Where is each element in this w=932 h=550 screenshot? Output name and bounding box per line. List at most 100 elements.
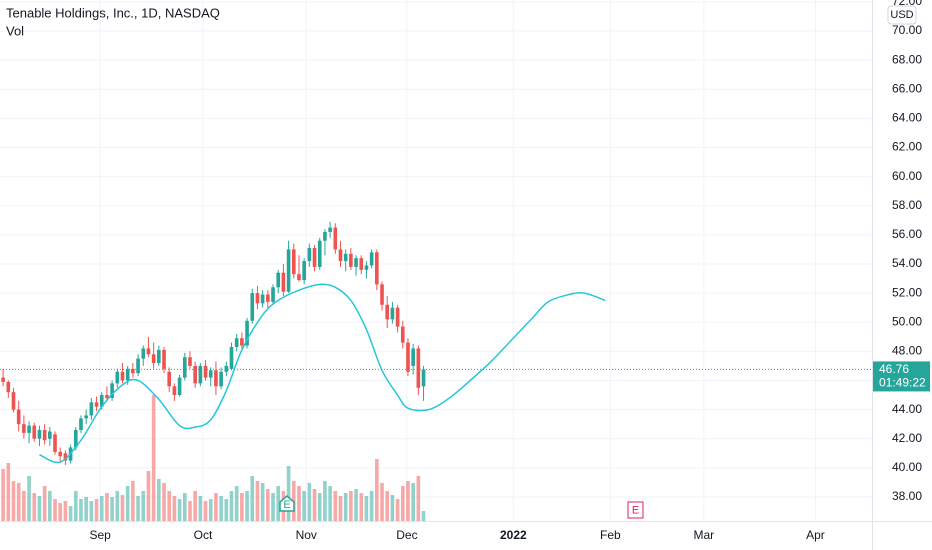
volume-bar (349, 491, 353, 521)
y-tick-label: 66.00 (892, 81, 922, 95)
candle-body (390, 307, 395, 320)
candle-body (323, 231, 327, 241)
grid (0, 0, 872, 521)
volume-bar (364, 496, 369, 521)
volume-bar (177, 499, 182, 521)
x-tick-label: Dec (396, 528, 417, 542)
volume-bar (343, 493, 348, 521)
volume-bar (369, 491, 374, 521)
candle-body (245, 320, 249, 346)
y-tick-label: 64.00 (892, 111, 922, 125)
candle-body (27, 425, 31, 433)
volume-bar (94, 499, 99, 521)
volume-bar (120, 495, 125, 521)
axes: 38.0040.0042.0044.0046.0048.0050.0052.00… (89, 0, 930, 542)
volume-bar (208, 499, 213, 521)
candle-body (234, 338, 239, 347)
candle-body (333, 227, 338, 250)
volume-bar (245, 491, 249, 521)
y-tick-label: 48.00 (892, 344, 922, 358)
volume-bar (328, 486, 332, 521)
volume-label: Vol (6, 23, 24, 38)
volume-bar (421, 511, 426, 521)
y-tick-label: 52.00 (892, 285, 922, 299)
candle-body (286, 249, 291, 292)
candle-body (281, 272, 286, 292)
volume-bar (79, 499, 83, 521)
candle-body (182, 357, 187, 378)
volume-bar (240, 493, 244, 521)
candle-body (146, 348, 151, 355)
candle-body (338, 249, 343, 262)
volume-bar (99, 496, 104, 521)
volume-bar (307, 483, 312, 521)
y-tick-label: 54.00 (892, 256, 922, 270)
currency[interactable]: USD (890, 9, 913, 21)
volume-bar (297, 486, 301, 521)
earnings-label[interactable]: E (632, 504, 639, 516)
candle-body (188, 357, 192, 366)
volume-bar (276, 486, 281, 521)
y-tick-label: 68.00 (892, 52, 922, 66)
volume-bar (32, 493, 37, 521)
volume-bar (354, 489, 358, 521)
x-tick-label: Nov (296, 528, 317, 542)
candle-body (151, 354, 156, 364)
volume-bar (271, 493, 275, 521)
candle-body (58, 451, 63, 457)
candle-body (42, 429, 47, 441)
volume-bar (136, 496, 140, 521)
candle-body (167, 371, 172, 387)
volume-bar (323, 481, 327, 521)
candle-body (120, 371, 125, 381)
candle-body (297, 274, 301, 281)
currency-box[interactable] (887, 5, 917, 25)
volume-bar (68, 506, 73, 521)
volume-bar (266, 489, 270, 521)
x-tick-label: 2022 (500, 528, 527, 542)
candle-body (110, 383, 114, 398)
candle-body (125, 368, 130, 381)
volume-bar (338, 496, 343, 521)
volume-bar (302, 491, 306, 521)
candle-body (276, 272, 281, 288)
earnings-marker[interactable] (279, 495, 295, 512)
candle-body (1, 377, 5, 382)
candle-body (380, 284, 384, 305)
volume-bar (131, 481, 135, 521)
candle-body (37, 429, 42, 439)
candle-body (53, 434, 57, 452)
x-tick-label: Feb (600, 528, 621, 542)
y-tick-label: 50.00 (892, 314, 922, 328)
candle-body (260, 294, 265, 304)
volume-bar (214, 493, 218, 521)
moving-average-line (39, 283, 606, 464)
candle-body (375, 252, 379, 285)
earnings-label[interactable]: E (283, 499, 290, 511)
volume-bar (406, 481, 410, 521)
candle-body (229, 346, 234, 369)
candle-body (395, 307, 400, 327)
volume-bar (250, 476, 255, 521)
candle-body (94, 402, 99, 407)
volume-bar (58, 503, 63, 521)
x-tick-label: Sep (89, 528, 111, 542)
candle-body (99, 395, 104, 407)
candle-body (32, 425, 37, 439)
candle-body (177, 377, 182, 396)
candle-body (141, 348, 146, 359)
volume-bar (42, 486, 47, 521)
volume-bar (53, 499, 57, 521)
y-tick-label: 40.00 (892, 460, 922, 474)
candle-body (115, 371, 120, 384)
candle-body (250, 293, 255, 321)
candle-body (105, 395, 109, 398)
candle-body (224, 365, 229, 372)
candle-body (406, 342, 410, 372)
volume-bar (260, 483, 265, 521)
candle-body (400, 326, 405, 343)
volume-bar (229, 491, 234, 521)
volume-bar (400, 486, 405, 521)
earnings-marker[interactable] (627, 501, 644, 519)
